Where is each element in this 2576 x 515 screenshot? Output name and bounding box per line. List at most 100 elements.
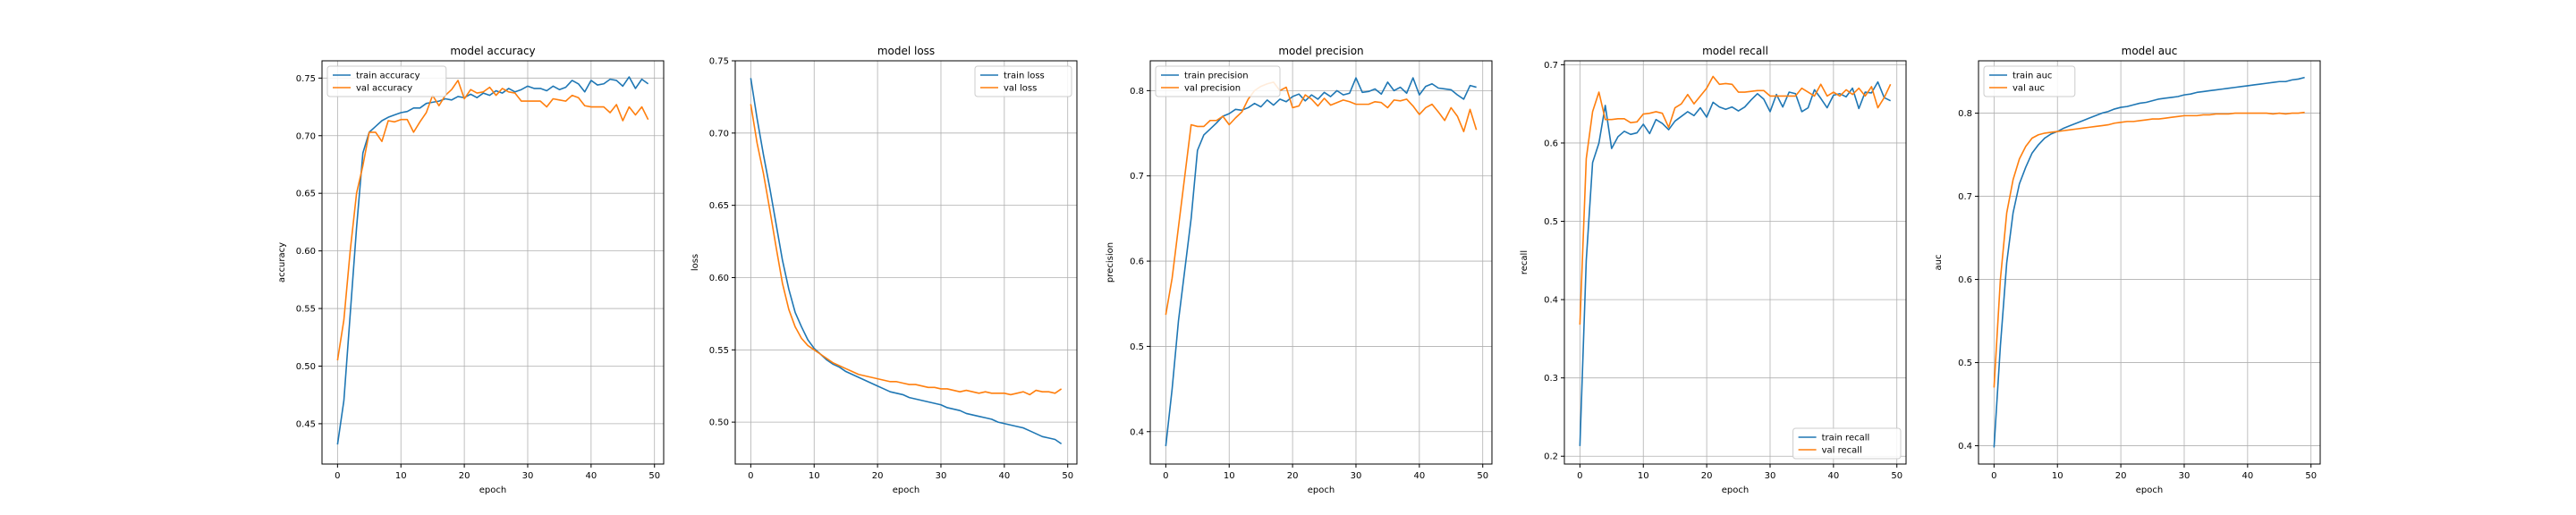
axes-frame — [1563, 60, 1907, 465]
x-axis-label: epoch — [479, 485, 506, 495]
y-axis-label: loss — [691, 254, 700, 271]
legend: train accuracy val accuracy — [326, 65, 447, 97]
y-tick-label: 0.7 — [1958, 192, 1972, 202]
x-tick-label: 50 — [648, 471, 660, 481]
legend-entry: val auc — [2012, 84, 2045, 94]
y-tick-label: 0.75 — [709, 57, 729, 67]
x-tick-label: 50 — [1062, 471, 1073, 481]
axes-frame — [321, 60, 665, 465]
y-tick-label: 0.70 — [296, 131, 316, 141]
x-tick-label: 40 — [2241, 471, 2253, 481]
y-tick-label: 0.5 — [1130, 342, 1144, 352]
legend-entry: train accuracy — [356, 72, 420, 81]
axes-frame — [1978, 60, 2321, 465]
chart-panel-accuracy: 0 10 20 30 40 50 0.45 0.50 0.55 0.60 0.65 0.70 0.75 m… — [277, 45, 665, 495]
y-tick-label: 0.60 — [296, 247, 316, 257]
series-line-train-loss — [750, 78, 1063, 445]
y-axis-label: precision — [1106, 242, 1115, 283]
series-line-val-loss — [750, 104, 1063, 396]
legend-box — [326, 65, 447, 97]
x-axis-label: epoch — [1722, 485, 1749, 495]
series-line-val-auc — [1993, 111, 2305, 388]
legend-entry: train loss — [1004, 72, 1045, 81]
legend-box — [974, 65, 1072, 97]
plot-area — [1564, 61, 1906, 464]
chart-panel-recall: 0 10 20 30 40 50 0.2 0.3 0.4 0.5 0.6 0.7 model recal… — [1520, 45, 1907, 495]
x-tick-label: 0 — [1163, 471, 1168, 481]
x-tick-label: 10 — [1224, 471, 1235, 481]
x-axis-label: epoch — [2136, 485, 2163, 495]
chart-title: model accuracy — [450, 45, 535, 57]
chart-panel-auc: 0 10 20 30 40 50 0.4 0.5 0.6 0.7 0.8 model auc epoch… — [1934, 45, 2321, 495]
y-tick-label: 0.6 — [1544, 139, 1558, 148]
x-axis-label: epoch — [893, 485, 919, 495]
x-tick-label: 0 — [748, 471, 753, 481]
series-line-train-accuracy — [336, 76, 649, 445]
y-tick-label: 0.65 — [296, 190, 316, 199]
legend: train auc val auc — [1983, 65, 2076, 97]
y-tick-label: 0.55 — [709, 346, 729, 356]
legend-box — [1792, 427, 1902, 460]
x-tick-label: 40 — [998, 471, 1010, 481]
legend-entry: val precision — [1184, 84, 1241, 94]
x-tick-label: 40 — [1413, 471, 1425, 481]
x-tick-label: 50 — [2305, 471, 2317, 481]
legend: train loss val loss — [974, 65, 1072, 97]
x-tick-label: 40 — [1827, 471, 1839, 481]
plot-area — [322, 61, 664, 464]
chart-title: model loss — [877, 45, 935, 57]
x-tick-label: 40 — [585, 471, 597, 481]
series-line-train-auc — [1993, 76, 2305, 448]
x-tick-label: 10 — [809, 471, 820, 481]
legend-entry: val accuracy — [356, 84, 412, 94]
legend-entry: val loss — [1004, 84, 1037, 94]
x-tick-label: 0 — [1577, 471, 1582, 481]
x-tick-label: 30 — [1351, 471, 1362, 481]
legend-entry: train auc — [2012, 72, 2052, 81]
x-tick-label: 20 — [459, 471, 470, 481]
x-tick-label: 0 — [335, 471, 340, 481]
axes-frame — [734, 60, 1078, 465]
chart-panel-precision: 0 10 20 30 40 50 0.4 0.5 0.6 0.7 0.8 model precisio… — [1106, 45, 1493, 495]
x-tick-label: 30 — [936, 471, 947, 481]
x-tick-label: 20 — [1701, 471, 1713, 481]
series-line-val-recall — [1579, 75, 1892, 325]
x-tick-label: 20 — [1287, 471, 1299, 481]
y-tick-label: 0.8 — [1958, 109, 1972, 119]
y-tick-label: 0.2 — [1544, 452, 1558, 462]
legend-entry: train recall — [1822, 434, 1870, 443]
y-tick-label: 0.4 — [1544, 296, 1558, 306]
y-tick-label: 0.7 — [1544, 61, 1558, 71]
y-tick-label: 0.5 — [1544, 217, 1558, 227]
plot-area — [1979, 61, 2320, 464]
x-tick-label: 10 — [2052, 471, 2063, 481]
chart-title: model auc — [2122, 45, 2178, 57]
x-tick-label: 20 — [872, 471, 884, 481]
x-tick-label: 50 — [1477, 471, 1488, 481]
x-tick-label: 50 — [1891, 471, 1902, 481]
y-tick-label: 0.70 — [709, 129, 729, 139]
series-line-train-recall — [1579, 80, 1891, 446]
y-axis-label: auc — [1934, 255, 1944, 271]
y-tick-label: 0.75 — [296, 74, 316, 84]
legend-box — [1155, 65, 1281, 97]
y-tick-label: 0.4 — [1130, 427, 1144, 437]
y-tick-label: 0.65 — [709, 201, 729, 211]
legend-box — [1983, 65, 2076, 97]
series-line-val-precision — [1165, 81, 1478, 316]
y-tick-label: 0.50 — [709, 418, 729, 428]
plot-area — [735, 61, 1077, 464]
y-tick-label: 0.6 — [1130, 258, 1144, 267]
x-axis-label: epoch — [1308, 485, 1335, 495]
plot-area — [1150, 61, 1492, 464]
series-line-train-precision — [1165, 77, 1477, 447]
y-tick-label: 0.60 — [709, 274, 729, 283]
y-tick-label: 0.6 — [1958, 275, 1972, 285]
chart-title: model recall — [1702, 45, 1768, 57]
chart-panel-loss: 0 10 20 30 40 50 0.50 0.55 0.60 0.65 0.70 0.75 model… — [691, 45, 1078, 495]
series-line-val-accuracy — [336, 80, 649, 361]
chart-title: model precision — [1278, 45, 1363, 57]
y-tick-label: 0.7 — [1130, 172, 1144, 182]
y-axis-label: accuracy — [277, 242, 287, 283]
